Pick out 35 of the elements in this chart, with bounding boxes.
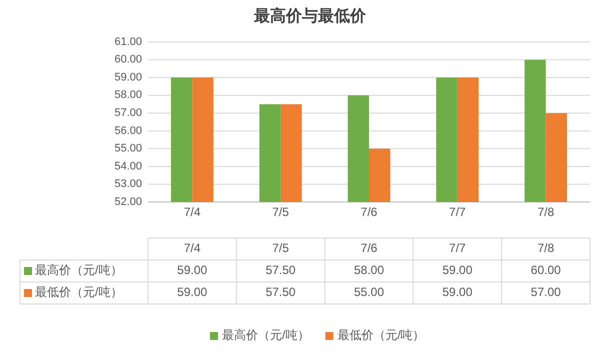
x-tick-label: 7/5 [272, 205, 290, 220]
category-label: 7/4 [184, 241, 201, 256]
legend-item: 最高价（元/吨） [210, 328, 310, 342]
y-tick-label: 59.00 [114, 71, 142, 84]
y-tick-label: 61.00 [114, 36, 142, 48]
data-label: 60.00 [530, 263, 562, 278]
y-tick-label: 60.00 [114, 54, 142, 66]
chart-title: 最高价与最低价 [253, 6, 367, 26]
category-label: 7/7 [449, 241, 466, 256]
x-tick-label: 7/8 [537, 205, 554, 220]
category-label: 7/5 [272, 241, 289, 256]
y-tick-label: 58.00 [114, 89, 142, 102]
y-tick-label: 54.00 [114, 160, 142, 172]
data-label: 59.00 [177, 263, 208, 278]
y-tick-label: 53.00 [114, 178, 142, 190]
data-label: 58.00 [354, 263, 384, 278]
data-label: 59.00 [442, 263, 473, 278]
data-label: 59.00 [177, 285, 208, 300]
data-label: 57.50 [266, 263, 296, 278]
y-tick-label: 55.00 [114, 142, 142, 155]
data-label: 57.50 [266, 285, 296, 300]
legend-item: 最低价（元/吨） [325, 328, 425, 342]
legend-label: 最低价（元/吨） [35, 285, 122, 300]
category-label: 7/8 [537, 241, 554, 256]
y-tick-label: 57.00 [114, 107, 142, 120]
data-label: 55.00 [354, 285, 384, 300]
x-tick-label: 7/6 [360, 205, 378, 220]
category-label: 7/6 [360, 241, 378, 256]
x-tick-label: 7/4 [184, 205, 201, 220]
y-tick-label: 56.00 [114, 124, 142, 137]
y-tick-label: 52.00 [114, 196, 142, 208]
data-label: 57.00 [530, 285, 562, 300]
x-tick-label: 7/7 [449, 205, 466, 220]
legend-label: 最高价（元/吨） [35, 263, 122, 278]
data-label: 59.00 [442, 285, 473, 300]
